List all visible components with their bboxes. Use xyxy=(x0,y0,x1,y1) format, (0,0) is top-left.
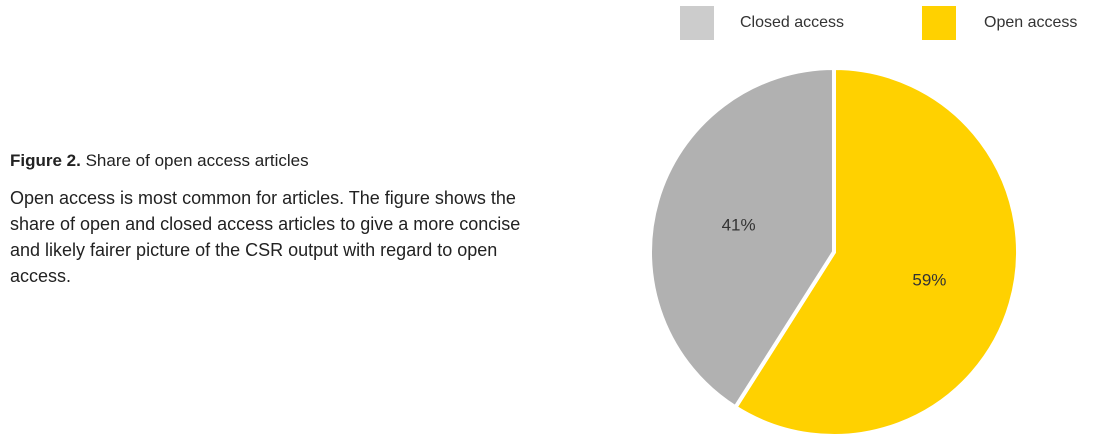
data-label-open-access: 59% xyxy=(912,271,946,290)
figure-caption: Figure 2. Share of open access articles … xyxy=(10,150,570,289)
data-label-closed-access: 41% xyxy=(722,215,756,234)
pie-slices xyxy=(648,66,1020,436)
figure-title: Figure 2. Share of open access articles xyxy=(10,150,570,172)
legend-label-open-access: Open access xyxy=(984,14,1078,31)
figure-title-text: Share of open access articles xyxy=(85,151,309,170)
figure-label: Figure 2. xyxy=(10,151,81,170)
figure-description: Open access is most common for articles.… xyxy=(10,188,521,286)
pie-data-labels: 59% 41% xyxy=(722,215,947,289)
legend-swatch-open-access xyxy=(922,6,956,40)
legend-swatch-closed-access xyxy=(680,6,714,40)
pie-slice-closed-access xyxy=(648,66,836,410)
legend-label-closed-access: Closed access xyxy=(740,14,845,31)
